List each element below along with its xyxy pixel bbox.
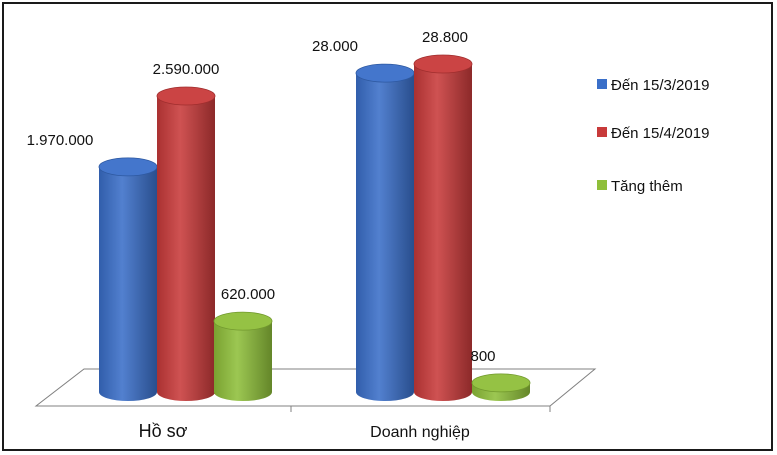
- data-label-0-1: 2.590.000: [153, 61, 220, 78]
- bar-0-2-body: [214, 321, 272, 401]
- data-label-1-0: 28.000: [312, 38, 358, 55]
- data-label-1-2: 800: [470, 348, 495, 365]
- bar-0-0-body: [99, 166, 157, 401]
- legend-swatch-2: [597, 180, 607, 190]
- bar-1-1-body: [414, 64, 472, 401]
- legend-label-2: Tăng thêm: [611, 178, 683, 195]
- bar-0-1-top: [156, 86, 216, 106]
- legend-swatch-1: [597, 127, 607, 137]
- legend-label-0: Đến 15/3/2019: [611, 77, 709, 94]
- bar-1-2-top: [471, 373, 531, 393]
- data-label-0-0: 1.970.000: [27, 132, 94, 149]
- bar-1-0-body: [356, 73, 414, 401]
- data-label-1-1: 28.800: [422, 29, 468, 46]
- bar-0-2-top: [213, 311, 273, 331]
- bar-1-1-top: [413, 54, 473, 74]
- bar-1-0-top: [355, 63, 415, 83]
- chart: 1.970.000 2.590.000 620.000 Hồ sơ 28.000 28.8…: [27, 29, 710, 441]
- legend-label-1: Đến 15/4/2019: [611, 125, 709, 142]
- category-label-1: Doanh nghiệp: [370, 424, 470, 441]
- category-label-0: Hồ sơ: [139, 421, 188, 441]
- bar-0-0-top: [98, 157, 158, 177]
- data-label-0-2: 620.000: [221, 286, 275, 303]
- chart-frame: 1.970.000 2.590.000 620.000 Hồ sơ 28.000 28.8…: [2, 2, 773, 451]
- legend-swatch-0: [597, 79, 607, 89]
- bar-0-1-body: [157, 96, 215, 401]
